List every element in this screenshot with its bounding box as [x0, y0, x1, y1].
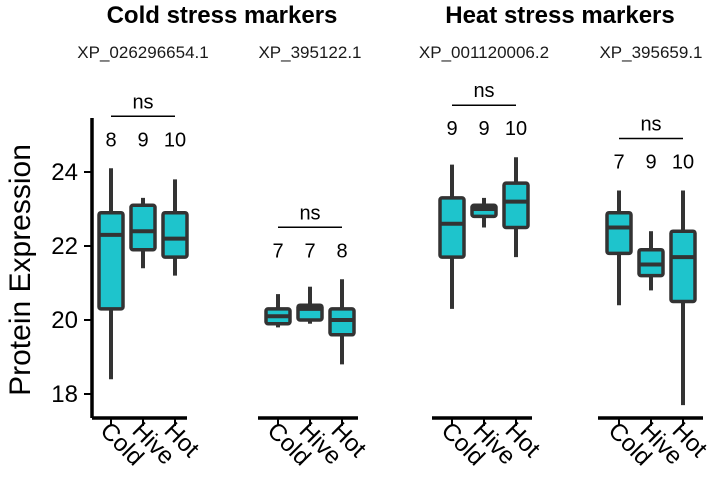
- group-title-heat: Heat stress markers: [445, 2, 675, 29]
- panel-title-xp-026296654: XP_026296654.1: [77, 43, 208, 62]
- box-hot: [504, 183, 528, 227]
- sample-size-label: 7: [272, 240, 283, 262]
- y-tick-label: 24: [51, 159, 78, 186]
- y-tick-label: 22: [51, 233, 78, 260]
- sample-size-label: 7: [304, 240, 315, 262]
- sample-size-label: 10: [505, 118, 527, 140]
- box-hot: [163, 213, 187, 257]
- box-cold: [607, 213, 631, 254]
- significance-label: ns: [299, 202, 320, 224]
- sample-size-label: 8: [336, 240, 347, 262]
- y-axis-label: Protein Expression: [4, 144, 37, 396]
- group-title-cold: Cold stress markers: [107, 2, 338, 29]
- sample-size-label: 10: [672, 152, 694, 174]
- sample-size-label: 7: [613, 152, 624, 174]
- sample-size-label: 9: [645, 152, 656, 174]
- significance-label: ns: [132, 91, 153, 113]
- y-tick-label: 20: [51, 307, 78, 334]
- panel-title-xp-001120006: XP_001120006.2: [419, 43, 549, 62]
- y-tick-label: 18: [51, 381, 78, 408]
- significance-label: ns: [473, 80, 494, 102]
- box-hive: [131, 205, 155, 249]
- panel-title-xp-395659: XP_395659.1: [599, 43, 702, 62]
- sample-size-label: 9: [478, 118, 489, 140]
- sample-size-label: 9: [446, 118, 457, 140]
- box-cold: [440, 198, 464, 257]
- box-hot: [671, 231, 695, 301]
- sample-size-label: 8: [105, 129, 116, 151]
- sample-size-label: 10: [164, 129, 186, 151]
- plot-area: 18202224ns8Cold9Hive10Hotns7Cold7Hive8Ho…: [51, 80, 712, 471]
- box-cold: [99, 213, 123, 309]
- sample-size-label: 9: [137, 129, 148, 151]
- significance-label: ns: [640, 114, 661, 136]
- panel-title-xp-395122: XP_395122.1: [258, 43, 361, 62]
